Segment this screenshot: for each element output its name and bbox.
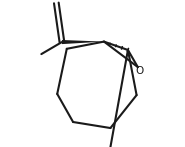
Polygon shape — [62, 40, 104, 44]
Text: O: O — [135, 66, 144, 76]
